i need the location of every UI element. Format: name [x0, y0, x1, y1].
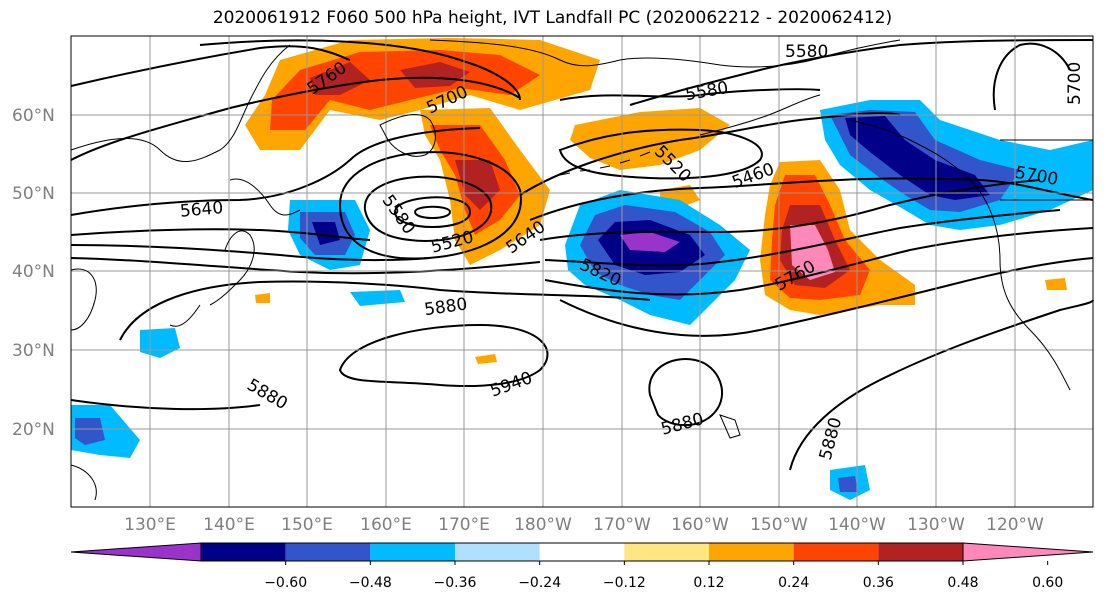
latitude-labels: 60°N 50°N 40°N 30°N 20°N — [12, 106, 55, 440]
colorbar-segment — [285, 543, 371, 561]
colorbar-extend-low — [70, 542, 202, 562]
colorbar-tick-label: −0.24 — [518, 575, 561, 591]
colorbar-tick-label: 0.36 — [863, 575, 894, 591]
colorbar-segment — [709, 543, 794, 561]
colorbar-segment — [793, 543, 879, 561]
colorbar-tick-label: 0.12 — [693, 575, 724, 591]
lon-label: 170°W — [593, 515, 651, 535]
coastlines — [70, 39, 1093, 501]
map-title: 2020061912 F060 500 hPa height, IVT Land… — [212, 8, 893, 28]
colorbar-segment — [624, 543, 709, 561]
colorbar-tick-label: −0.12 — [603, 575, 646, 591]
lon-label: 120°W — [986, 515, 1044, 535]
lon-label: 160°W — [671, 515, 729, 535]
colorbar-tick-label: −0.36 — [434, 575, 477, 591]
colorbar-extend-high — [962, 542, 1094, 562]
lon-label: 140°E — [203, 515, 255, 535]
colorbar-tick-label: −0.48 — [349, 575, 392, 591]
longitude-labels: 130°E 140°E 150°E 160°E 170°E 180°W 170°… — [124, 515, 1044, 535]
colorbar-segment — [201, 543, 286, 561]
lon-label: 130°E — [124, 515, 176, 535]
colorbar-tick-label: −0.60 — [264, 575, 307, 591]
colorbar-tick-label: 0.24 — [778, 575, 809, 591]
colorbar-segment — [455, 543, 540, 561]
lon-label: 180°W — [514, 515, 572, 535]
colorbar-tick-label: 0.48 — [947, 575, 978, 591]
lat-label-30n: 30°N — [12, 341, 55, 361]
lon-label: 160°E — [360, 515, 412, 535]
colorbar-segment — [878, 543, 963, 561]
lat-label-40n: 40°N — [12, 262, 55, 282]
graticule — [71, 36, 1093, 507]
height-contours — [70, 39, 1094, 471]
lon-label: 150°W — [750, 515, 808, 535]
colorbar-segment — [539, 543, 625, 561]
colorbar: −0.60 −0.48 −0.36 −0.24 −0.12 0.12 0.24 0.36 0.4… — [70, 542, 1094, 591]
lon-label: 140°W — [828, 515, 886, 535]
colorbar-outline — [200, 542, 964, 562]
map-frame — [70, 35, 1094, 508]
ivt-shading — [71, 38, 1093, 500]
lat-label-60n: 60°N — [12, 106, 55, 126]
contour-label: 5700 — [1065, 62, 1085, 105]
lat-label-20n: 20°N — [12, 420, 55, 440]
contour-label: 5640 — [179, 198, 224, 222]
colorbar-segment — [370, 543, 455, 561]
lon-label: 130°W — [907, 515, 965, 535]
lon-label: 170°E — [438, 515, 490, 535]
colorbar-tick-label: 0.60 — [1032, 575, 1063, 591]
lat-label-50n: 50°N — [12, 184, 55, 204]
lon-label: 150°E — [281, 515, 333, 535]
contour-label: 5580 — [785, 42, 828, 62]
